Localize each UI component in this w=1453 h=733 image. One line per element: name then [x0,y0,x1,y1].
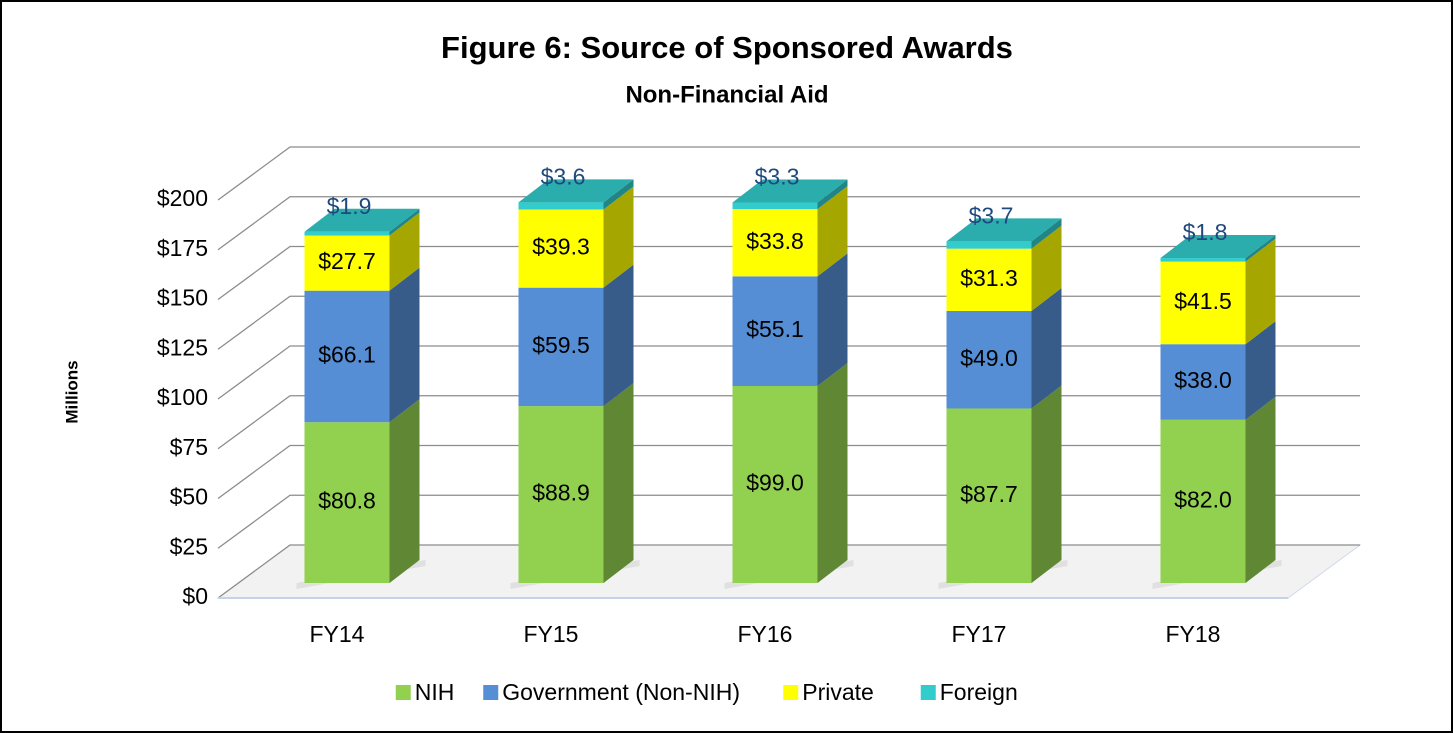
bar [946,408,1032,583]
grid-line [217,196,1360,251]
bar [304,422,390,583]
bar-side [1031,218,1062,249]
bar-top [518,179,634,203]
value-label: $1.9 [327,193,372,219]
bar-side [389,208,420,236]
y-tick-label: $25 [170,533,208,559]
legend-label: Foreign [940,679,1018,705]
bar-side [817,362,848,583]
bar-side [389,212,420,291]
bar [1160,344,1246,420]
value-label: $82.0 [1174,486,1232,512]
chart-subtitle: Non-Financial Aid [625,81,828,108]
value-label: $99.0 [746,470,804,496]
bar-side [1031,385,1062,583]
value-label: $59.5 [532,332,590,358]
legend-label: Government (Non-NIH) [502,679,740,705]
x-tick-label: FY17 [952,621,1007,647]
y-tick-label: $0 [182,583,208,609]
value-label: $3.6 [541,163,586,189]
bar-side [1031,287,1062,409]
bar-side [817,179,848,210]
value-label: $88.9 [532,480,590,506]
bar [732,209,818,277]
legend-label: NIH [415,679,455,705]
bar [732,385,818,583]
value-label: $49.0 [960,345,1018,371]
bar [304,231,390,236]
y-tick-label: $100 [157,384,208,410]
legend-label: Private [802,679,874,705]
bar [732,202,818,210]
value-label: $3.7 [969,202,1014,228]
grid-line [217,146,1360,201]
y-tick-label: $125 [157,334,208,360]
value-label: $33.8 [746,228,804,254]
bar [946,248,1032,311]
value-label: $3.3 [755,164,800,190]
x-tick-label: FY14 [310,621,365,647]
x-tick-label: FY16 [738,621,793,647]
bar-side [389,267,420,423]
value-label: $66.1 [318,342,376,368]
bar [518,406,604,583]
bar-side [1245,235,1276,262]
bar [1160,261,1246,345]
value-label: $39.3 [532,234,590,260]
value-label: $38.0 [1174,367,1232,393]
bar [304,290,390,423]
value-label: $80.8 [318,488,376,514]
y-axis-label: Millions [62,360,81,423]
value-label: $87.7 [960,481,1018,507]
bar [732,276,818,386]
bar-side [1245,238,1276,345]
bar-side [817,253,848,386]
bar [518,287,604,407]
bar-side [1245,321,1276,420]
bar-top [304,208,420,232]
value-label: $27.7 [318,248,376,274]
bar [946,241,1032,249]
bar-side [817,186,848,277]
bar [946,310,1032,409]
y-tick-label: $50 [170,484,208,510]
legend-swatch [920,685,936,700]
value-label: $1.8 [1183,219,1228,245]
chart-title: Figure 6: Source of Sponsored Awards [441,30,1013,65]
value-label: $31.3 [960,265,1018,291]
bar-side [1031,225,1062,311]
bar [518,209,604,288]
x-tick-label: FY15 [524,621,579,647]
bar-side [1245,396,1276,583]
y-tick-label: $200 [157,185,208,211]
bar [1160,419,1246,583]
bar-top [946,218,1062,242]
bar-side [603,264,634,407]
bar-top [732,179,848,203]
bar-side [603,383,634,583]
value-label: $41.5 [1174,288,1232,314]
x-tick-label: FY18 [1166,621,1221,647]
bar [1160,258,1246,262]
legend-swatch [483,685,499,700]
bar-top [1160,235,1276,259]
value-label: $55.1 [746,316,804,342]
y-tick-label: $150 [157,285,208,311]
bar [518,202,604,210]
bar-side [603,186,634,288]
y-tick-label: $75 [170,434,208,460]
bar-side [603,179,634,210]
bar [304,235,390,291]
bar-side [389,399,420,583]
legend-swatch [783,685,799,700]
y-tick-label: $175 [157,235,208,261]
legend-swatch [395,685,411,700]
